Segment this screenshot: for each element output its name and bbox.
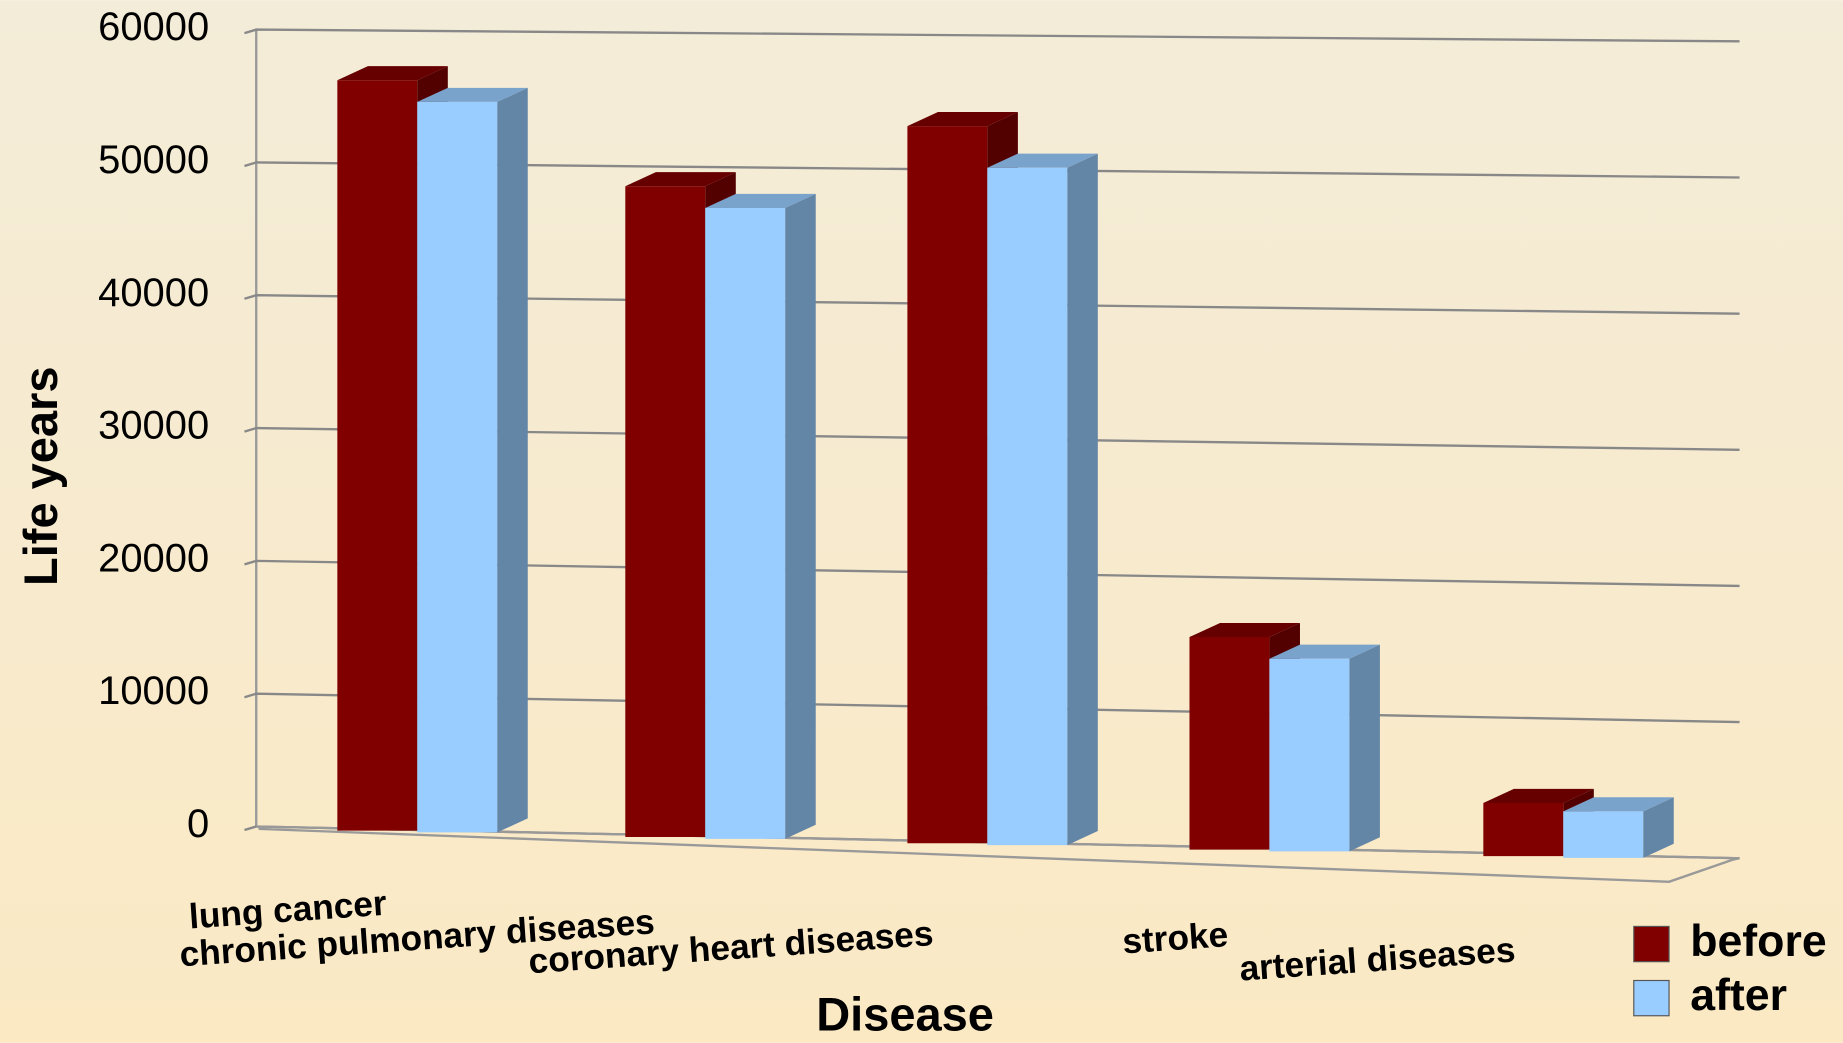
- bar-face: [337, 80, 418, 831]
- bar-face: [907, 126, 988, 844]
- legend-swatch: [1633, 979, 1670, 1017]
- x-tick-label: stroke: [1121, 915, 1229, 961]
- bar: [417, 87, 528, 833]
- bar-face: [1563, 811, 1644, 858]
- x-axis-label: Disease: [816, 988, 994, 1041]
- bar-face: [625, 172, 736, 187]
- y-axis-label: Life years: [14, 367, 67, 586]
- bar: [1563, 797, 1674, 858]
- bar: [987, 153, 1098, 846]
- bar-face: [1269, 644, 1380, 659]
- y-tick-label: 0: [187, 802, 209, 846]
- grid-line: [244, 294, 1740, 315]
- y-tick-label: 60000: [98, 5, 209, 49]
- bar-face: [987, 153, 1098, 168]
- y-tick-label: 40000: [98, 271, 209, 315]
- bar-face: [1483, 788, 1594, 803]
- grid-line: [244, 28, 1740, 43]
- bar-face: [705, 207, 786, 839]
- bar-face: [1189, 622, 1300, 638]
- bar-face: [1067, 153, 1098, 846]
- bar-face: [1349, 644, 1380, 852]
- bar-face: [1269, 658, 1350, 852]
- bar-face: [1189, 637, 1270, 850]
- bar-face: [625, 186, 706, 838]
- y-tick-label: 20000: [98, 536, 209, 580]
- y-tick-label: 50000: [98, 138, 209, 182]
- bar-face: [1563, 797, 1674, 812]
- bar-face: [337, 66, 448, 81]
- y-tick-label: 10000: [98, 669, 209, 713]
- bar-face: [907, 111, 1018, 127]
- legend-swatch: [1633, 925, 1670, 963]
- bar-face: [417, 87, 528, 102]
- legend-label: before: [1690, 917, 1826, 966]
- grid-line: [244, 161, 1740, 179]
- bar-face: [705, 193, 816, 208]
- bar-face: [987, 167, 1068, 846]
- bar: [705, 193, 816, 839]
- bar: [1269, 644, 1380, 852]
- grid-line: [244, 426, 1740, 451]
- legend-label: after: [1690, 971, 1787, 1020]
- bar-face: [417, 101, 498, 833]
- bar-face: [785, 193, 816, 839]
- bar-face: [1643, 797, 1674, 858]
- y-tick-label: 30000: [98, 404, 209, 448]
- bar-face: [1483, 802, 1564, 857]
- grid-line: [244, 559, 1740, 588]
- bar-face: [497, 87, 528, 833]
